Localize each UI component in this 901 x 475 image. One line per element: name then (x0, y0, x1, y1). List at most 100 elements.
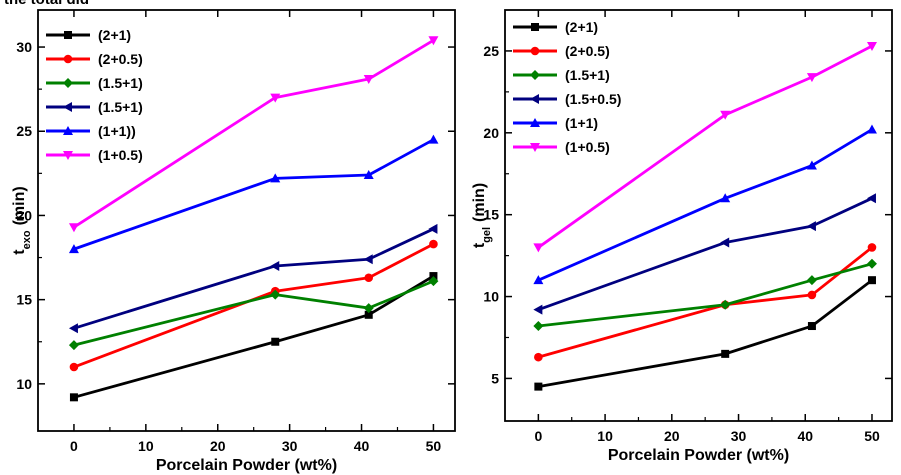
legend-marker (64, 31, 72, 39)
y-tick-label: 10 (483, 289, 499, 305)
data-point (68, 223, 79, 233)
data-point (270, 260, 280, 271)
legend: (2+1) (2+0.5) (1.5+1) (1.5+1) (1+1)) (1+0.5) (46, 27, 143, 163)
data-point (428, 276, 439, 287)
legend-marker (63, 78, 73, 88)
x-tick-label: 20 (210, 438, 226, 454)
data-point (363, 75, 374, 85)
legend-item-4: (1.5+1) (46, 99, 143, 115)
data-point (720, 193, 731, 203)
legend-label: (1.5+1) (98, 75, 143, 91)
plot-frame (37, 9, 456, 432)
data-point (806, 221, 816, 232)
data-point (866, 124, 877, 134)
y-axis-label-main: t (471, 242, 488, 248)
legend-item-1: (2+1) (46, 27, 131, 43)
x-tick-label: 30 (731, 428, 747, 444)
data-point (271, 337, 280, 346)
data-point (867, 276, 876, 285)
data-point (720, 110, 731, 120)
legend-label: (1+0.5) (565, 139, 610, 155)
data-point (534, 382, 543, 391)
series-3 (533, 258, 877, 332)
data-point (68, 323, 78, 334)
y-axis-label: texo (min) (11, 186, 33, 254)
data-point (68, 340, 79, 351)
legend-item-1: (2+1) (513, 19, 598, 35)
data-point (533, 321, 544, 332)
x-axis-label: Porcelain Powder (wt%) (156, 457, 337, 474)
x-tick-label: 30 (282, 438, 298, 454)
chart-panel-1: 0 10 20 30 40 50 10 15 20 25 30 Porcelain Powder (w… (11, 9, 456, 474)
y-tick-label: 15 (16, 292, 32, 308)
x-tick-label: 10 (138, 438, 154, 454)
series-line (73, 227, 435, 330)
legend-item-2: (2+0.5) (46, 51, 143, 67)
legend-marker (63, 54, 73, 64)
series-4 (533, 193, 876, 315)
y-tick-label: 20 (483, 125, 499, 141)
data-point (69, 393, 78, 402)
data-point (429, 272, 438, 281)
series-1 (69, 272, 438, 402)
series-line (538, 279, 873, 388)
series-6 (68, 36, 439, 233)
series-line (537, 44, 873, 249)
series-line (73, 138, 435, 251)
legend-item-3: (1.5+1) (513, 67, 610, 83)
data-point (866, 193, 876, 204)
y-axis-label-subscript: exo (21, 230, 33, 249)
data-point (69, 362, 79, 372)
series-4 (68, 223, 438, 334)
data-point (364, 273, 374, 283)
data-point (364, 310, 373, 319)
data-point (270, 173, 281, 183)
legend-item-6: (1+0.5) (46, 147, 143, 163)
data-point (720, 237, 730, 248)
data-point (807, 322, 816, 331)
series-1 (534, 276, 876, 391)
legend-item-5: (1+1) (513, 115, 598, 131)
data-point (68, 244, 79, 254)
legend-label: (1+1) (565, 115, 598, 131)
legend-item-3: (1.5+1) (46, 75, 143, 91)
y-axis-label-unit: (min) (471, 183, 488, 222)
series-line (73, 242, 435, 369)
x-tick-label: 0 (70, 438, 78, 454)
data-point (534, 352, 543, 362)
legend-label: (1+1)) (98, 123, 136, 139)
series-line (537, 197, 873, 311)
data-point (363, 254, 373, 265)
x-axis-label: Porcelain Powder (wt%) (608, 447, 789, 464)
legend-marker (63, 151, 73, 160)
data-point (428, 36, 439, 46)
y-axis-label-main: t (11, 249, 28, 255)
data-point (270, 93, 281, 103)
y-tick-label: 20 (16, 207, 32, 223)
legend-marker (530, 94, 539, 104)
x-tick-label: 50 (864, 428, 880, 444)
data-point (363, 170, 374, 180)
legend-label: (1.5+1) (565, 67, 610, 83)
series-line (73, 279, 434, 347)
data-point (533, 243, 544, 253)
data-point (806, 160, 817, 170)
cropped-top-text: the total did (4, 0, 89, 8)
plot-frame (504, 9, 893, 422)
legend-marker (63, 102, 72, 112)
data-point (866, 258, 877, 269)
series-6 (533, 42, 877, 253)
series-5 (68, 134, 439, 254)
data-point (806, 73, 817, 83)
x-tick-label: 20 (664, 428, 680, 444)
series-line (537, 246, 873, 359)
legend-item-6: (1+0.5) (513, 139, 610, 155)
legend-marker (530, 143, 540, 152)
y-tick-label: 10 (16, 376, 32, 392)
data-point (428, 134, 439, 144)
data-point (429, 239, 438, 249)
legend-item-4: (1.5+0.5) (513, 91, 621, 107)
data-point (428, 223, 438, 234)
x-tick-label: 50 (426, 438, 442, 454)
